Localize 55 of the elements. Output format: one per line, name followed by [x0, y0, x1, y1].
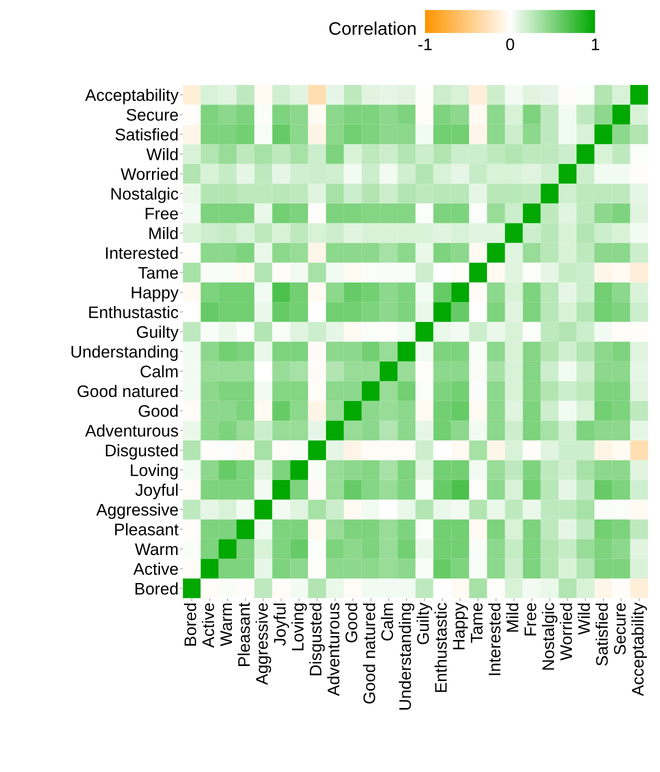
x-tick-label: Warm [220, 604, 232, 646]
x-tick-label: Interested [488, 604, 500, 676]
y-tick-label: Understanding [72, 345, 178, 361]
y-tick-label: Interested [106, 246, 178, 259]
x-tick-label: Wild [578, 604, 590, 635]
x-tick-label: Adventurous [327, 603, 340, 696]
x-tick-label: Satisfied [596, 604, 608, 666]
color-bar-label: 0 [506, 38, 514, 50]
x-tick-label: Good natured [362, 604, 376, 704]
y-tick-label: Worried [120, 168, 178, 180]
x-tick-label: Pleasant [238, 602, 250, 666]
y-tick-label: Free [146, 208, 178, 220]
y-tick-label: Pleasant [115, 523, 179, 536]
color-bar-title: Correlation [329, 22, 416, 35]
y-tick-label: Aggressive [96, 503, 178, 519]
x-tick-label: Guilty [416, 602, 432, 644]
x-tick-label: Loving [291, 604, 307, 650]
color-bar-label: -1 [418, 38, 432, 50]
y-tick-label: Joyful [135, 484, 178, 500]
x-tick-label: Free [524, 603, 536, 636]
x-tick-label: Joyful [273, 604, 290, 646]
y-tick-label: Adventurous [85, 424, 178, 437]
y-tick-label: Enthustastic [89, 306, 178, 318]
y-tick-label: Good natured [78, 384, 178, 398]
y-tick-label: Disgusted [106, 444, 178, 460]
x-tick-label: Tame [470, 603, 483, 643]
color-bar-label: 1 [592, 38, 600, 50]
y-tick-label: Calm [140, 365, 178, 378]
y-tick-label: Acceptability [85, 88, 179, 104]
x-tick-label: Nostalgic [542, 602, 558, 670]
x-tick-label: Calm [380, 604, 394, 641]
y-tick-label: Good [138, 404, 178, 417]
x-tick-label: Worried [560, 604, 572, 660]
x-tick-label: Aggressive [256, 603, 272, 685]
x-tick-label: Happy [453, 602, 468, 650]
y-tick-label: Warm [134, 544, 178, 556]
x-tick-label: Acceptability [631, 602, 647, 696]
y-tick-label: Nostalgic [111, 187, 178, 204]
x-tick-label: Active [202, 603, 214, 648]
y-tick-label: Satisfied [115, 128, 178, 140]
y-tick-label: Mild [149, 226, 178, 240]
x-tick-label: Mild [506, 604, 518, 632]
y-tick-label: Active [133, 562, 178, 575]
x-tick-label: Understanding [398, 604, 414, 710]
y-tick-label: Guilty [136, 326, 179, 342]
x-tick-label: Good [345, 604, 358, 642]
x-tick-label: Enthustastic [434, 602, 447, 692]
y-tick-label: Tame [138, 267, 178, 279]
y-tick-label: Loving [130, 464, 178, 480]
y-tick-label: Secure [126, 108, 178, 121]
y-tick-label: Wild [146, 148, 178, 160]
y-tick-label: Bored [136, 582, 178, 595]
x-tick-label: Disgusted [309, 604, 325, 676]
x-tick-label: Secure [614, 603, 626, 655]
y-tick-label: Happy [132, 286, 179, 302]
